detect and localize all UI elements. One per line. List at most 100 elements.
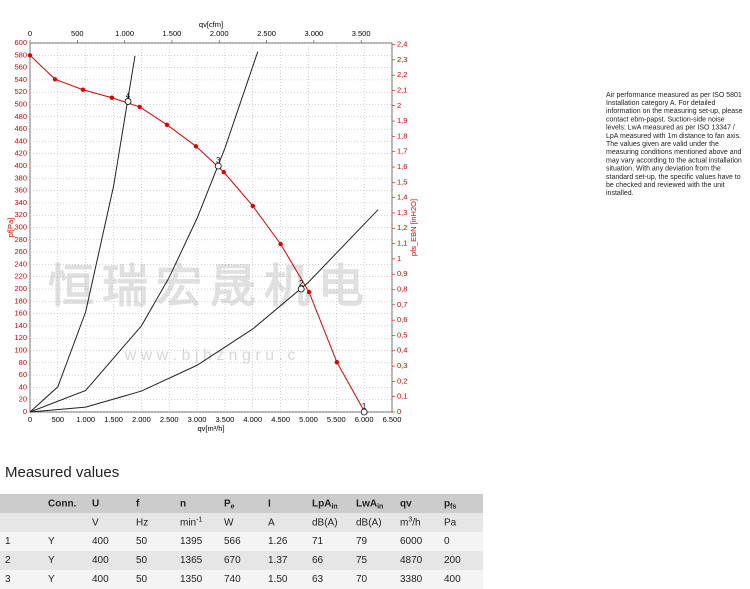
y-tick-label: 140 [14, 321, 27, 330]
cell-text: p [444, 498, 450, 509]
cell-sup: 3 [408, 516, 412, 523]
y-tick-label: 380 [14, 173, 27, 182]
note-line: standard set-up, the specific values hav… [606, 174, 741, 181]
data-point [52, 77, 58, 82]
y2-tick-label: 1,3 [397, 208, 407, 217]
note-line: levels: LwA measured as per ISO 13347 / [606, 125, 735, 132]
table-title: Measured values [5, 464, 119, 481]
y2-tick-label: 2,4 [397, 40, 407, 49]
table-row-bg [0, 513, 483, 532]
table-cell: A [268, 517, 275, 528]
y-tick-label: 400 [14, 161, 27, 170]
y-tick-label: 460 [14, 124, 27, 133]
table-cell: min-1 [180, 516, 202, 528]
table-cell: 400 [92, 574, 109, 585]
y2-tick-label: 2,3 [397, 55, 407, 64]
table-cell: LwAin [356, 498, 383, 510]
x-tick-label: 1.000 [76, 415, 95, 424]
x2-tick-label: 2.000 [210, 29, 229, 38]
data-point [109, 95, 115, 100]
table-row-bg [0, 494, 483, 513]
table-cell: 740 [224, 574, 241, 585]
y2-tick-label: 1,8 [397, 131, 407, 140]
cell-text: dB(A) [312, 517, 338, 528]
y-tick-label: 120 [14, 333, 27, 342]
x2-tick-label: 1.500 [163, 29, 182, 38]
note-line: information on the measuring set-up, ple… [606, 108, 743, 115]
table-cell: m3/h [400, 516, 421, 528]
table-cell: V [92, 517, 99, 528]
table-cell: 70 [356, 574, 368, 585]
y-tick-label: 240 [14, 259, 27, 268]
note-line: Installation category A. For detailed [606, 100, 715, 107]
x-tick-label: 2.500 [160, 415, 179, 424]
x-tick-label: 500 [52, 415, 65, 424]
table-cell: 1 [5, 536, 11, 547]
y-tick-label: 580 [14, 50, 27, 59]
y2-tick-label: 0,5 [397, 330, 407, 339]
x-tick-label: 0 [28, 415, 32, 424]
table-cell: 71 [312, 536, 324, 547]
table-cell: 400 [444, 574, 461, 585]
y-tick-label: 520 [14, 87, 27, 96]
cell-text: LwA [356, 498, 377, 509]
cell-text: qv [400, 498, 412, 509]
y-tick-label: 340 [14, 198, 27, 207]
y-tick-label: 560 [14, 63, 27, 72]
x-tick-label: 4.000 [243, 415, 262, 424]
data-point [278, 241, 283, 247]
table-cell: n [180, 498, 186, 509]
note-line: situation. With any deviation from the [606, 166, 721, 173]
table-row-bg [0, 532, 483, 551]
x-tick-label: 3.000 [188, 415, 207, 424]
table-cell: 3380 [400, 574, 423, 585]
note-line: contact ebm-papst. Suction-side noise [606, 116, 725, 123]
y2-tick-label: 0 [397, 407, 401, 416]
table-cell: 6000 [400, 536, 423, 547]
cell-text: A [268, 517, 275, 528]
cell-text: LpA [312, 498, 331, 509]
operating-point [124, 98, 132, 105]
table-cell: 1365 [180, 555, 203, 566]
y2-tick-label: 0,4 [397, 346, 407, 355]
table-cell: Y [48, 574, 55, 585]
table-cell: 50 [136, 574, 148, 585]
y-tick-label: 160 [14, 309, 27, 318]
y2-tick-label: 0,3 [397, 361, 407, 370]
y2-tick-label: 1,6 [397, 162, 407, 171]
cell-text: m [400, 517, 408, 528]
x-tick-label: 6.500 [383, 415, 402, 424]
x-axis-label: qv[m³/h] [197, 424, 224, 433]
cell-text: U [92, 498, 99, 509]
y2-tick-label: 0,8 [397, 284, 407, 293]
cell-text: dB(A) [356, 517, 382, 528]
y-tick-label: 420 [14, 149, 27, 158]
y2-tick-label: 1,7 [397, 147, 407, 156]
table-cell: pfs [444, 498, 456, 510]
cell-text: n [180, 498, 186, 509]
watermark: w w w . b j h z n g r u . c [124, 347, 296, 364]
table-row-bg [0, 570, 483, 589]
x2-tick-label: 3.500 [352, 29, 371, 38]
x-tick-label: 3.500 [216, 415, 235, 424]
cell-text: Hz [136, 517, 148, 528]
cell-text: Pa [444, 517, 457, 528]
y-tick-label: 60 [19, 370, 27, 379]
table-cell: 66 [312, 555, 324, 566]
curve [29, 51, 259, 413]
table-cell: 200 [444, 555, 461, 566]
table-cell: qv [400, 498, 412, 509]
cell-text: W [224, 517, 234, 528]
table-cell: Conn. [48, 498, 77, 509]
table-cell: U [92, 498, 99, 509]
cell-sup: -1 [196, 516, 202, 523]
y-tick-label: 40 [19, 382, 27, 391]
table-cell: 1395 [180, 536, 203, 547]
note-line: LpA measured with 1m distance to fan axi… [606, 133, 741, 140]
x2-tick-label: 0 [28, 29, 32, 38]
table-cell: 1.37 [268, 555, 288, 566]
data-point [334, 359, 340, 365]
cell-sub: e [231, 503, 235, 510]
x-tick-label: 1.500 [104, 415, 123, 424]
y-tick-label: 80 [19, 358, 27, 367]
